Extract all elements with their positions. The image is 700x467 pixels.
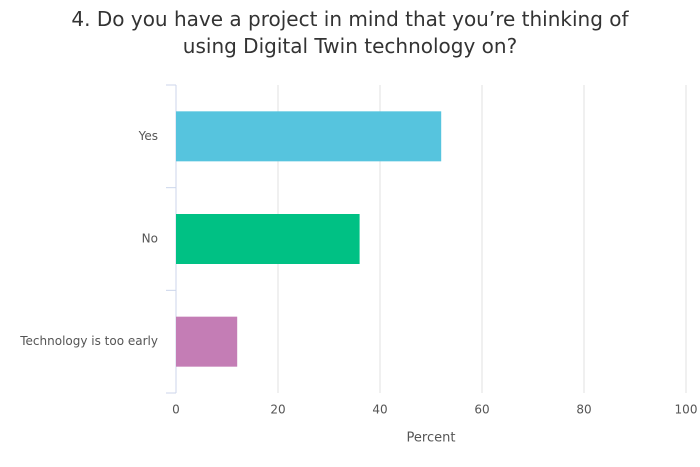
x-tick-label: 0	[172, 403, 180, 417]
x-tick-label: 20	[270, 403, 285, 417]
x-axis-label: Percent	[407, 431, 456, 446]
y-tick-label: Yes	[138, 129, 158, 143]
x-tick-label: 40	[372, 403, 387, 417]
bar	[176, 111, 442, 162]
x-tick-label: 80	[576, 403, 591, 417]
x-tick-label: 60	[474, 403, 489, 417]
bar	[176, 214, 360, 264]
x-tick-label: 100	[675, 403, 698, 417]
y-tick-label: Technology is too early	[19, 334, 158, 348]
chart-title: 4. Do you have a project in mind that yo…	[71, 7, 629, 58]
y-tick-label: No	[142, 232, 158, 246]
bar	[176, 316, 238, 367]
